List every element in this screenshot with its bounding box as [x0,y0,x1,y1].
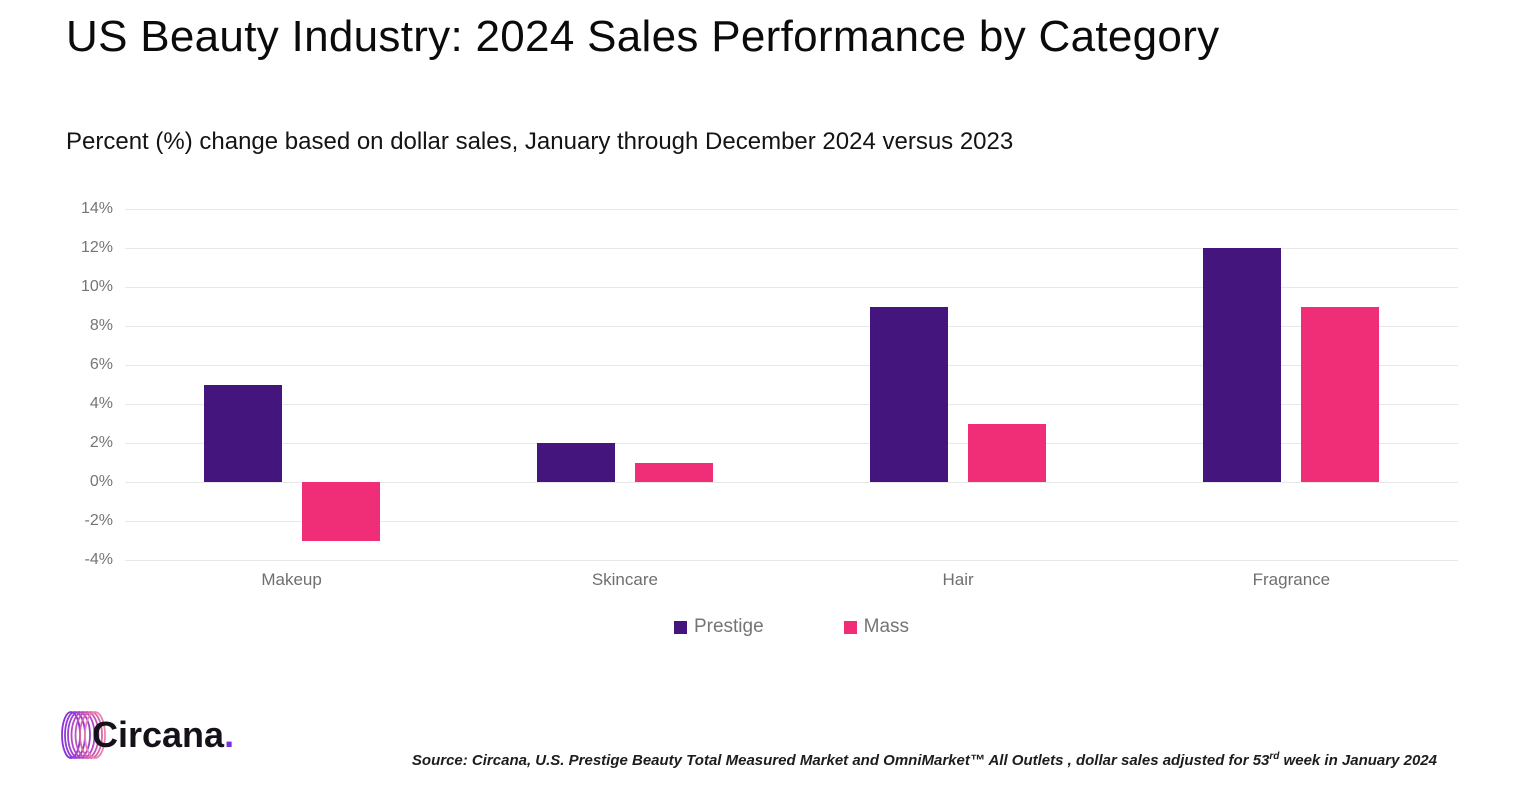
gridline-8pct [125,326,1458,327]
source-ordinal-suffix: rd [1269,751,1280,762]
circana-wordmark: Circana [92,714,225,755]
gridline-10pct [125,287,1458,288]
chart-subtitle: Percent (%) change based on dollar sales… [66,128,1014,155]
circana-logo: Circana. [58,704,234,766]
circana-rings-icon [61,711,106,759]
gridline-12pct [125,248,1458,249]
x-axis-label-hair: Hair [942,570,974,589]
y-axis-tick-10pct: 10% [80,278,113,295]
gridline--4pct [125,560,1458,561]
source-note: Source: Circana, U.S. Prestige Beauty To… [412,751,1437,769]
legend-item-mass: Mass [843,616,910,638]
gridline-0pct [125,482,1458,483]
circana-logo-period: . [224,714,235,755]
y-axis-tick-14pct: 14% [80,200,113,217]
bar-mass-fragrance [1301,306,1380,482]
y-axis-tick-8pct: 8% [89,317,113,334]
gridline-2pct [125,443,1458,444]
source-text-prefix: Source: Circana, U.S. Prestige Beauty To… [411,752,1270,769]
y-axis-tick-6pct: 6% [89,356,113,373]
gridline--2pct [125,521,1458,522]
y-axis-tick--4pct: -4% [84,551,113,568]
x-axis-label-fragrance: Fragrance [1252,570,1331,589]
gridline-6pct [125,365,1458,366]
y-axis-tick-0pct: 0% [89,473,113,490]
gridline-14pct [125,209,1458,210]
legend-swatch-prestige [673,620,687,634]
bar-prestige-fragrance [1203,248,1282,482]
x-axis-label-makeup: Makeup [261,570,322,589]
x-axis-label-skincare: Skincare [591,570,658,589]
chart-legend: Prestige Mass [125,616,1458,638]
circana-logo-text: Circana. [92,714,234,756]
legend-swatch-mass [843,620,857,634]
y-axis-tick-4pct: 4% [89,395,113,412]
bar-prestige-hair [870,306,949,482]
y-axis-tick-12pct: 12% [80,239,113,256]
bar-prestige-skincare [536,443,615,482]
legend-label-mass: Mass [863,616,910,637]
bar-mass-hair [968,423,1047,482]
bar-prestige-makeup [203,384,282,482]
y-axis-tick-2pct: 2% [89,434,113,451]
y-axis-tick--2pct: -2% [84,512,113,529]
bar-mass-makeup [301,482,380,541]
legend-label-prestige: Prestige [693,616,764,637]
legend-item-prestige: Prestige [673,616,764,638]
page-title: US Beauty Industry: 2024 Sales Performan… [66,12,1220,61]
bar-mass-skincare [634,462,713,482]
source-text-suffix: week in January 2024 [1279,752,1437,769]
gridline-4pct [125,404,1458,405]
